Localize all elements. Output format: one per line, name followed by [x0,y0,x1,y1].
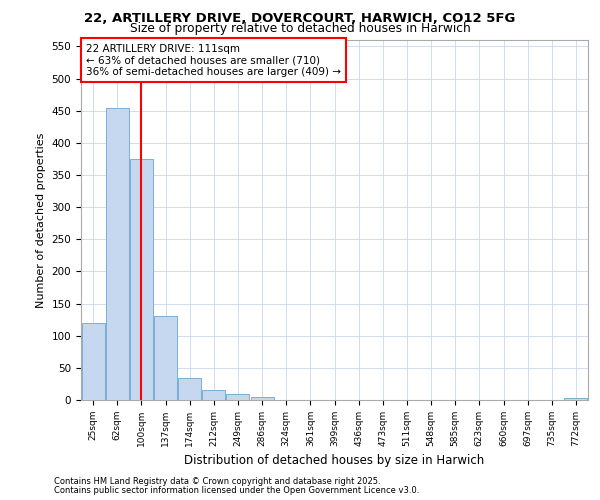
Text: 22, ARTILLERY DRIVE, DOVERCOURT, HARWICH, CO12 5FG: 22, ARTILLERY DRIVE, DOVERCOURT, HARWICH… [85,12,515,24]
Bar [106,108,128,400]
Text: Size of property relative to detached houses in Harwich: Size of property relative to detached ho… [130,22,470,35]
Bar [202,390,225,400]
Text: Contains public sector information licensed under the Open Government Licence v3: Contains public sector information licen… [54,486,419,495]
Bar [226,394,250,400]
Bar [130,159,153,400]
Text: 22 ARTILLERY DRIVE: 111sqm
← 63% of detached houses are smaller (710)
36% of sem: 22 ARTILLERY DRIVE: 111sqm ← 63% of deta… [86,44,341,77]
Bar [154,316,177,400]
Text: Contains HM Land Registry data © Crown copyright and database right 2025.: Contains HM Land Registry data © Crown c… [54,477,380,486]
Y-axis label: Number of detached properties: Number of detached properties [36,132,46,308]
Bar [251,397,274,400]
X-axis label: Distribution of detached houses by size in Harwich: Distribution of detached houses by size … [184,454,485,468]
Bar [82,323,104,400]
Bar [565,398,587,400]
Bar [178,378,201,400]
